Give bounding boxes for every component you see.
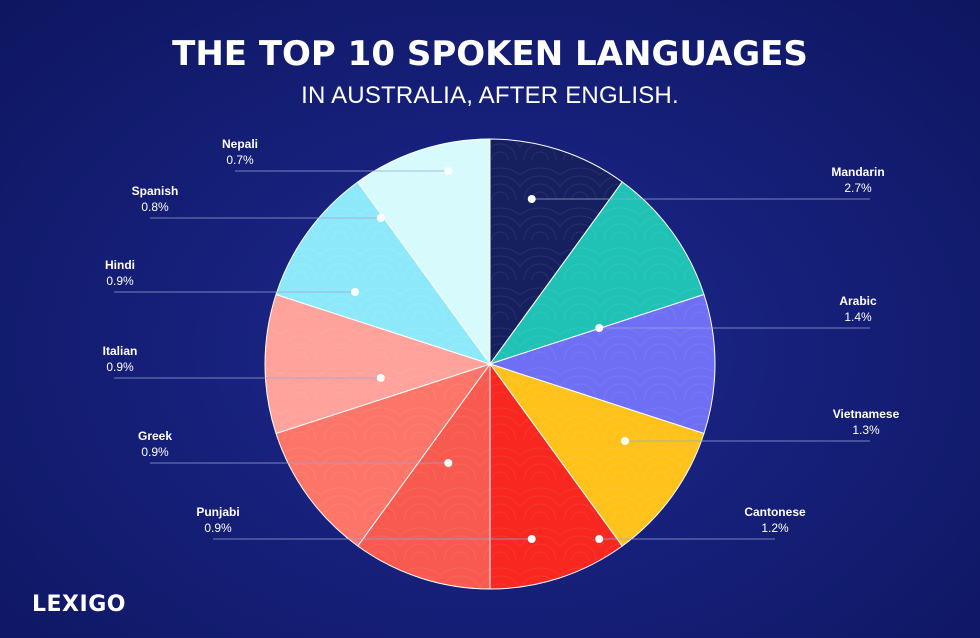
slice-value-arabic: 1.4% <box>844 310 872 324</box>
slice-value-nepali: 0.7% <box>226 153 254 167</box>
pie-slice-texture-vietnamese <box>490 294 716 434</box>
lexigo-logo: LEXIGO <box>32 592 126 617</box>
slice-label-greek: Greek <box>138 429 172 443</box>
marker-dot-greek <box>444 459 453 467</box>
pie-slice-texture-greek <box>357 364 490 589</box>
slice-value-vietnamese: 1.3% <box>852 423 880 437</box>
slice-label-mandarin: Mandarin <box>831 165 884 179</box>
pie-slice-texture-hindi <box>265 294 490 434</box>
slice-label-hindi: Hindi <box>105 258 135 272</box>
marker-dot-vietnamese <box>621 437 629 445</box>
slice-label-punjabi: Punjabi <box>196 505 239 519</box>
slice-label-spanish: Spanish <box>132 184 179 198</box>
slice-value-hindi: 0.9% <box>106 274 134 288</box>
slice-value-punjabi: 0.9% <box>204 521 232 535</box>
marker-dot-arabic <box>595 324 604 332</box>
marker-dot-cantonese <box>595 535 604 543</box>
pie-slice-texture-mandarin <box>490 139 623 364</box>
marker-dot-italian <box>376 374 385 382</box>
chart-title: THE TOP 10 SPOKEN LANGUAGES <box>172 34 808 74</box>
slice-label-cantonese: Cantonese <box>744 505 806 519</box>
pie-callouts: Mandarin 2.7% Arabic 1.4% Vietnamese 1.3% Cant… <box>103 137 900 543</box>
slice-value-spanish: 0.8% <box>141 200 169 214</box>
pie-slice-texture-punjabi <box>490 364 623 589</box>
pie-slice-texture-nepali <box>357 139 490 364</box>
slice-value-cantonese: 1.2% <box>761 521 789 535</box>
slice-label-nepali: Nepali <box>222 137 258 151</box>
slice-value-italian: 0.9% <box>106 360 134 374</box>
pie-slice-texture-cantonese <box>490 364 704 547</box>
pie-slice-texture-italian <box>276 364 490 547</box>
marker-dot-spanish <box>376 214 385 222</box>
marker-dot-hindi <box>351 288 359 296</box>
marker-dot-mandarin <box>527 195 536 203</box>
slice-label-arabic: Arabic <box>839 294 877 308</box>
slice-value-mandarin: 2.7% <box>844 181 872 195</box>
slice-label-italian: Italian <box>103 344 138 358</box>
chart-subtitle: IN AUSTRALIA, AFTER ENGLISH. <box>301 82 679 109</box>
marker-dot-nepali <box>444 167 453 175</box>
slice-value-greek: 0.9% <box>141 445 169 459</box>
marker-dot-punjabi <box>527 535 536 543</box>
slice-label-vietnamese: Vietnamese <box>833 407 900 421</box>
pie-slices <box>264 138 716 590</box>
pie-slice-texture-spanish <box>276 181 490 364</box>
pie-slice-texture-arabic <box>490 181 704 364</box>
